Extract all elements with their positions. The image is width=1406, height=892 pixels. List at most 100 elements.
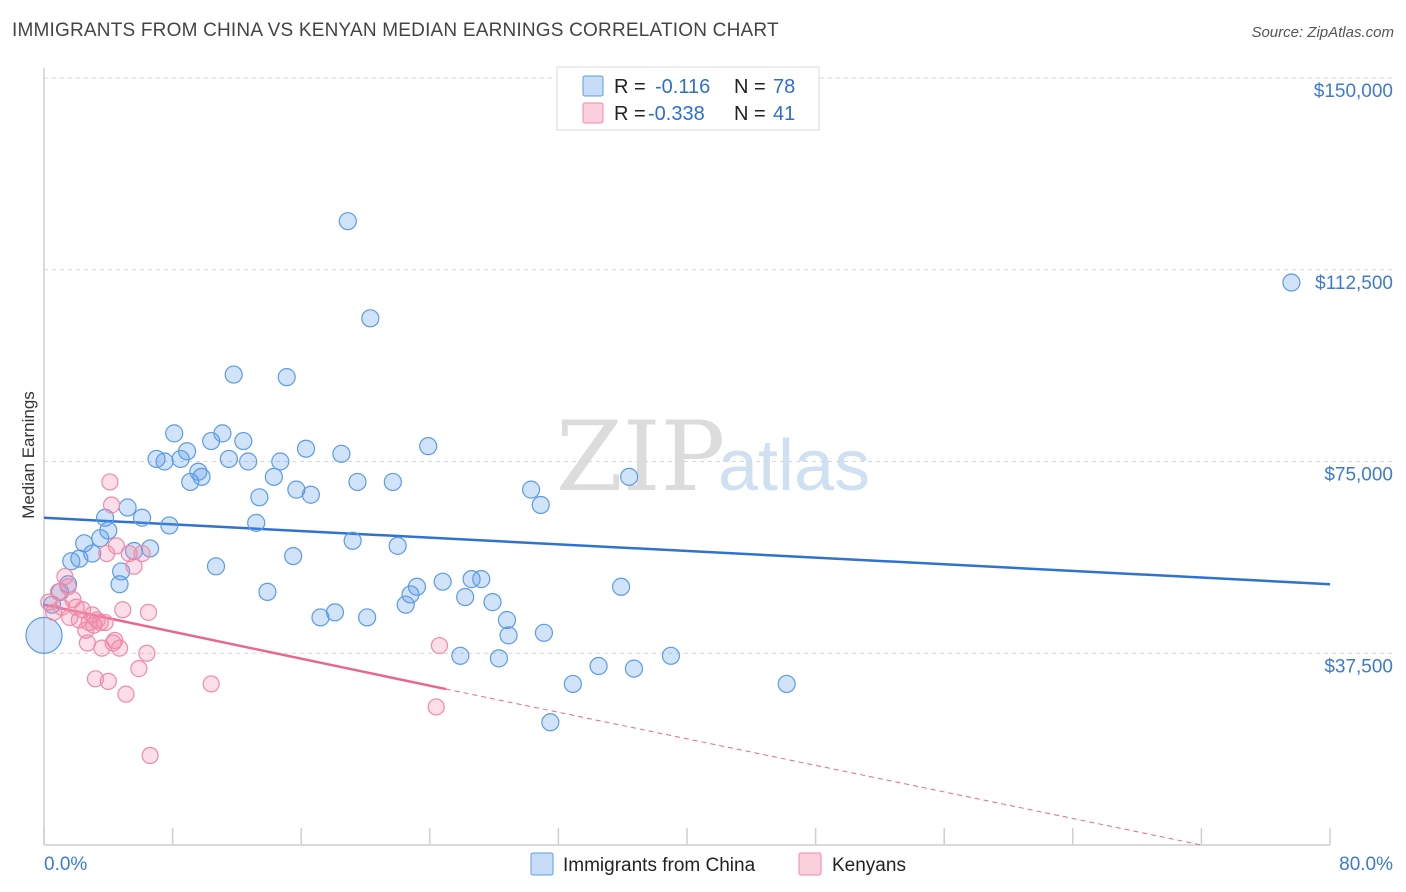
bottom-legend-china: Immigrants from China [563,855,756,876]
kenya-point [138,644,156,662]
kenya-point [120,544,138,563]
legend-r-value-kenya: -0.338 [648,103,705,125]
china-point [271,452,290,471]
china-point [296,439,316,458]
legend-r-label-china: R = [614,76,646,98]
china-point [541,713,560,732]
kenya-trend-line [43,603,1202,846]
china-point [213,424,232,443]
china-point [534,623,554,642]
kenya-point [427,698,445,716]
kenya-point [56,567,74,586]
china-point [462,570,481,589]
kenya-points [40,473,449,765]
legend-n-label-kenya: N = [734,103,766,125]
china-point [348,472,367,492]
china-point [239,452,258,471]
legend-n-value-china: 78 [773,76,795,98]
bottom-legend-swatch-china [530,852,554,876]
china-point [325,603,345,622]
china-point [483,593,502,612]
legend-n-value-kenya: 41 [773,103,795,125]
china-point [264,467,283,486]
china-point [433,572,452,591]
china-point [332,444,351,463]
bottom-legend: Immigrants from China Kenyans [530,852,906,876]
china-point [301,485,320,504]
kenya-point [91,613,109,632]
kenya-point [130,659,148,678]
watermark-zip: ZIP [556,401,725,513]
axes [43,68,1331,846]
china-point [531,495,550,515]
source-credit: Source: ZipAtlas.com [1251,24,1394,41]
china-point [472,570,491,589]
kenya-point [78,634,97,652]
china-point [563,674,582,694]
china-point [112,562,131,581]
x-tick-labels: 0.0% 80.0% [44,854,1393,875]
kenya-point [107,537,125,555]
china-point [25,616,63,654]
china-point [419,437,438,456]
china-point [258,582,277,601]
china-point [358,608,377,627]
chart-title: IMMIGRANTS FROM CHINA VS KENYAN MEDIAN E… [12,20,779,41]
china-trend-line [43,516,1331,586]
bottom-legend-swatch-kenya [798,852,822,876]
china-point [396,595,415,614]
kenya-point [125,557,143,575]
china-point [99,521,118,540]
y-tick-label: $112,500 [1315,273,1393,294]
china-point [338,212,357,231]
china-point [234,431,253,451]
china-point [83,544,102,563]
x-tick-label: 80.0% [1339,854,1393,875]
china-point [284,546,303,566]
china-point [611,577,631,596]
china-point [287,480,306,499]
kenya-point [61,608,79,627]
kenya-point [139,603,158,621]
china-point [589,656,608,676]
china-point [192,467,211,486]
china-point [219,449,238,469]
kenya-point [202,675,220,693]
watermark: ZIP atlas [556,401,870,513]
china-points [25,212,1301,732]
china-point [521,480,541,499]
china-point [206,557,226,576]
kenya-point [93,639,111,657]
china-point [624,659,644,678]
china-point [132,508,152,527]
china-point [451,646,470,665]
y-tick-label: $37,500 [1324,656,1393,677]
kenya-point [430,636,449,655]
kenya-point [117,685,135,703]
china-point [160,516,179,535]
china-point [388,536,407,555]
y-tick-label: $150,000 [1314,81,1393,102]
china-point [456,587,475,607]
china-trend-solid [43,516,1331,586]
watermark-atlas: atlas [718,426,870,506]
y-tick-labels: $37,500 $75,000 $112,500 $150,000 [1314,81,1393,677]
china-point [343,531,362,550]
china-point [383,472,402,492]
china-point [1282,273,1301,292]
kenya-point [59,578,77,596]
legend-swatch-china [582,75,604,97]
kenya-trend-dashed [445,688,1202,846]
kenya-point [99,672,117,690]
legend-r-label-kenya: R = [614,103,646,125]
legend-r-value-china: -0.116 [655,76,710,98]
china-point [277,368,296,387]
legend-n-label-china: N = [734,76,766,98]
legend-box: R = -0.116 N = 78 R = -0.338 N = 41 [556,66,820,131]
grid-lines [44,77,1395,654]
china-point [489,649,509,668]
kenya-point [96,613,114,632]
china-point [118,498,137,517]
china-point [177,442,197,461]
